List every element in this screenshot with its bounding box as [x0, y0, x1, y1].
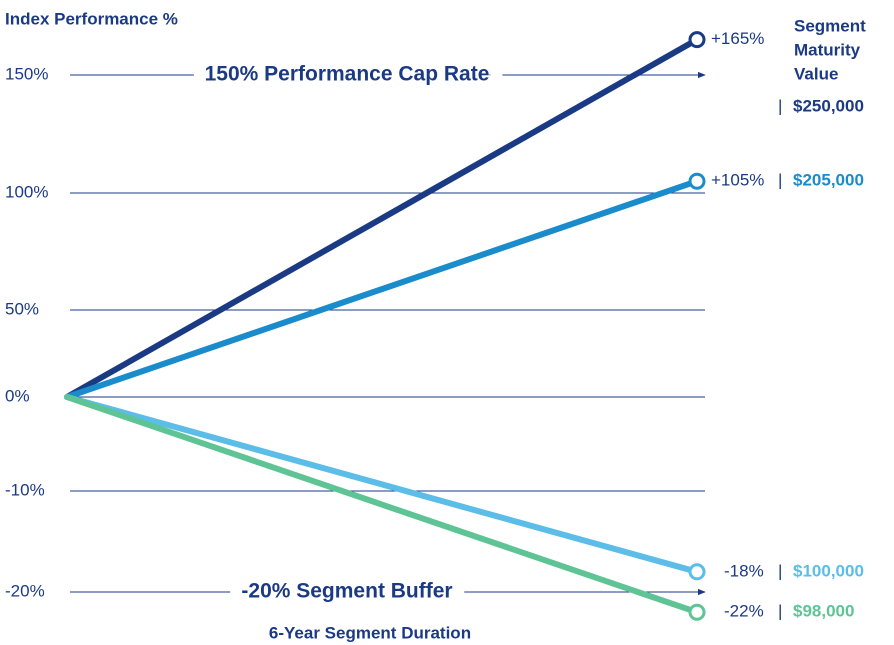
maturity-value: $100,000 [793, 561, 864, 580]
end-marker [688, 603, 706, 621]
x-axis-title: 6-Year Segment Duration [269, 623, 471, 642]
side-title: Segment [794, 16, 866, 35]
series-line [64, 394, 700, 616]
y-axis-title: Index Performance % [5, 9, 178, 28]
y-tick-label: -20% [5, 581, 45, 600]
maturity-value: $98,000 [793, 602, 854, 621]
y-tick-label: 0% [5, 386, 30, 405]
y-tick-label: 150% [5, 64, 48, 83]
y-tick-label: 100% [5, 182, 48, 201]
reference-label: 150% Performance Cap Rate [205, 63, 490, 86]
value-label: -18% [724, 561, 764, 580]
y-tick-label: -10% [5, 480, 45, 499]
separator: | [778, 561, 782, 580]
end-marker [688, 31, 706, 49]
series-line [64, 36, 700, 400]
separator: | [778, 96, 782, 115]
value-label: +165% [711, 29, 764, 48]
end-marker [688, 172, 706, 190]
separator: | [778, 602, 782, 621]
end-marker [688, 563, 706, 581]
y-tick-label: 50% [5, 299, 39, 318]
side-title: Maturity [794, 40, 861, 59]
separator: | [778, 171, 782, 190]
maturity-value: $205,000 [793, 171, 864, 190]
side-title: Value [794, 64, 838, 83]
series-line [64, 178, 700, 400]
value-label: +105% [711, 171, 764, 190]
series-line [64, 394, 700, 575]
reference-label: -20% Segment Buffer [241, 580, 452, 603]
maturity-value: $250,000 [793, 96, 864, 115]
value-label: -22% [724, 602, 764, 621]
